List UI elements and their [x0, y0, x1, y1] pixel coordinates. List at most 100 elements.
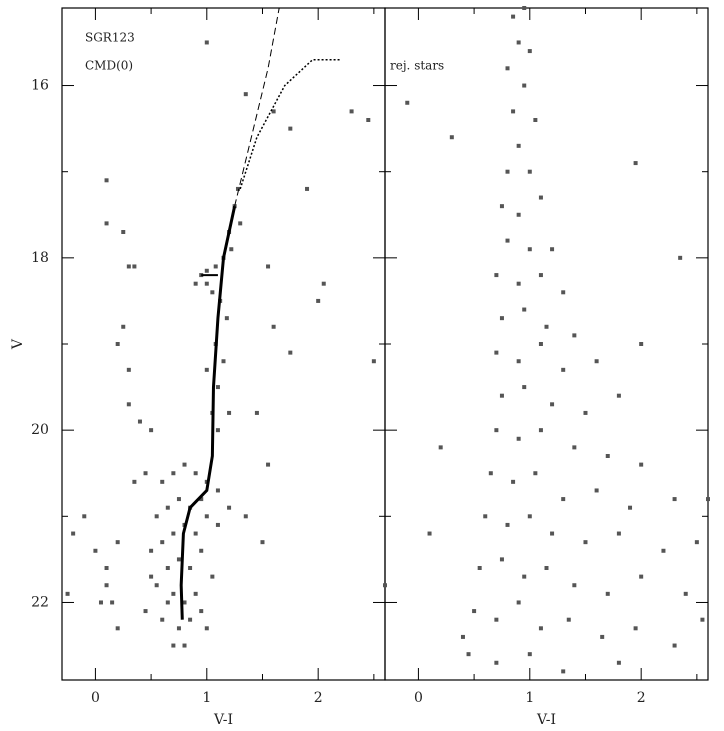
- star-point: [193, 281, 198, 286]
- star-point: [538, 342, 543, 346]
- star-point: [639, 342, 644, 346]
- star-point: [121, 230, 126, 234]
- star-point: [254, 410, 259, 415]
- star-point: [566, 617, 571, 622]
- star-point: [600, 634, 605, 639]
- star-point: [115, 342, 120, 346]
- star-point: [193, 471, 198, 476]
- star-point: [538, 273, 543, 278]
- y-tick-label: 22: [31, 594, 49, 610]
- star-point: [505, 522, 510, 527]
- star-point: [182, 643, 187, 648]
- star-point: [516, 281, 521, 286]
- star-point: [288, 350, 293, 355]
- star-point: [527, 652, 532, 657]
- star-point: [199, 548, 204, 553]
- star-point: [550, 531, 555, 536]
- star-point: [160, 479, 165, 484]
- star-point: [132, 264, 137, 269]
- star-point: [511, 14, 516, 19]
- star-point: [472, 609, 477, 614]
- star-point: [633, 626, 638, 631]
- star-point: [221, 359, 226, 364]
- star-point: [694, 540, 699, 545]
- star-point: [605, 454, 610, 458]
- star-point: [494, 273, 499, 278]
- star-point: [544, 324, 549, 329]
- annotation: CMD(0): [85, 59, 133, 73]
- star-point: [538, 626, 543, 631]
- star-point: [188, 617, 193, 622]
- star-point: [616, 660, 621, 665]
- star-point: [210, 290, 215, 295]
- star-point: [616, 531, 621, 536]
- star-point: [427, 531, 432, 536]
- star-point: [126, 402, 131, 407]
- star-point: [316, 298, 321, 303]
- star-point: [65, 591, 70, 596]
- y-tick-label: 18: [31, 250, 49, 266]
- star-point: [215, 385, 220, 390]
- star-point: [550, 402, 555, 407]
- star-point: [538, 195, 543, 200]
- star-point: [182, 600, 187, 605]
- star-point: [522, 385, 527, 390]
- fiducial-line: [179, 205, 237, 620]
- star-point: [583, 540, 588, 545]
- x-tick-label: 0: [414, 690, 423, 706]
- star-point: [678, 255, 683, 260]
- star-point: [477, 566, 482, 570]
- star-point: [204, 626, 209, 631]
- star-point: [171, 531, 176, 536]
- star-point: [460, 634, 465, 639]
- star-point: [321, 281, 326, 286]
- star-point: [160, 540, 165, 545]
- star-point: [527, 247, 532, 252]
- star-point: [683, 591, 688, 596]
- star-point: [527, 514, 532, 519]
- annotation: SGR123: [85, 31, 135, 45]
- star-point: [572, 583, 577, 588]
- star-point: [494, 350, 499, 355]
- star-point: [499, 557, 504, 562]
- star-point: [550, 247, 555, 252]
- star-point: [405, 100, 410, 105]
- star-point: [572, 333, 577, 338]
- star-point: [193, 531, 198, 536]
- star-point: [527, 49, 532, 54]
- star-point: [561, 669, 566, 674]
- x-tick-label: 2: [314, 690, 323, 706]
- star-point: [243, 514, 248, 519]
- x-axis-label: V-I: [536, 712, 556, 728]
- star-point: [215, 488, 220, 493]
- star-point: [126, 367, 131, 372]
- star-point: [494, 660, 499, 665]
- star-point: [616, 393, 621, 398]
- star-point: [227, 505, 232, 510]
- star-point: [366, 118, 371, 122]
- star-point: [149, 428, 154, 433]
- star-point: [594, 488, 599, 493]
- star-point: [154, 583, 159, 588]
- star-point: [605, 591, 610, 596]
- x-tick-label: 1: [202, 690, 211, 706]
- star-point: [594, 359, 599, 364]
- star-point: [199, 497, 204, 502]
- star-point: [137, 419, 142, 424]
- star-point: [511, 479, 516, 484]
- star-point: [706, 497, 710, 502]
- star-point: [204, 367, 209, 372]
- star-point: [93, 548, 98, 553]
- star-point: [176, 497, 181, 502]
- star-point: [149, 574, 154, 579]
- star-point: [104, 221, 109, 226]
- star-point: [171, 471, 176, 476]
- star-point: [672, 643, 677, 648]
- star-point: [522, 574, 527, 579]
- star-point: [71, 531, 76, 536]
- star-point: [533, 471, 538, 476]
- star-point: [505, 66, 510, 71]
- star-point: [516, 212, 521, 217]
- star-point: [639, 574, 644, 579]
